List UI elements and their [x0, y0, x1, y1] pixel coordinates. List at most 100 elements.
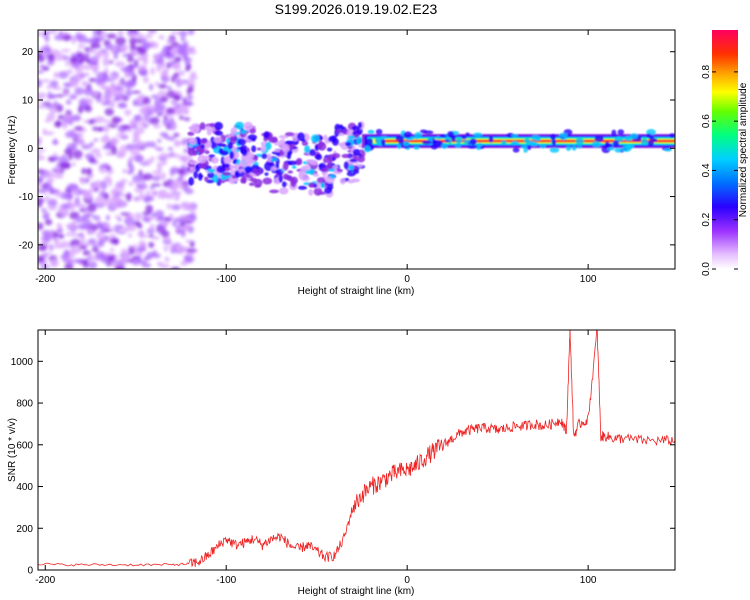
scatter-blob: [244, 166, 252, 174]
echo-blob: [402, 140, 410, 147]
noise-blob: [154, 209, 165, 218]
noise-blob: [133, 212, 143, 221]
echo-blob: [551, 139, 557, 146]
scatter-blob: [263, 131, 270, 139]
noise-blob: [100, 135, 111, 144]
noise-blob: [152, 249, 157, 256]
noise-blob: [151, 212, 157, 217]
scatter-blob: [229, 150, 235, 160]
noise-blob: [173, 132, 180, 138]
noise-blob: [38, 31, 42, 37]
scatter-blob: [251, 137, 256, 142]
noise-blob: [107, 178, 113, 187]
echo-blob: [591, 140, 602, 148]
noise-blob: [87, 189, 96, 193]
noise-blob: [63, 250, 70, 259]
echo-blob: [613, 140, 620, 148]
noise-blob: [88, 56, 99, 65]
noise-blob: [88, 77, 97, 83]
scatter-blob: [313, 187, 323, 196]
noise-blob: [145, 204, 154, 214]
snr-frame: [37, 329, 676, 571]
noise-blob: [162, 159, 167, 166]
noise-blob: [151, 60, 158, 65]
noise-blob: [156, 112, 163, 117]
noise-blob: [85, 192, 93, 200]
noise-region: [38, 30, 198, 269]
x-tick-label: -200: [35, 575, 55, 586]
noise-blob: [157, 195, 168, 199]
noise-blob: [70, 114, 82, 122]
noise-blob: [41, 229, 50, 237]
noise-blob: [81, 80, 89, 87]
noise-blob: [129, 37, 138, 45]
noise-blob: [138, 94, 145, 99]
y-tick-label: 10: [22, 96, 34, 107]
noise-blob: [97, 239, 103, 248]
echo-blob: [530, 134, 541, 141]
noise-blob: [154, 81, 160, 87]
noise-blob: [137, 230, 145, 238]
noise-blob: [171, 75, 176, 83]
noise-blob: [65, 69, 74, 75]
noise-blob: [107, 257, 115, 262]
noise-blob: [163, 245, 169, 252]
echo-blob: [430, 143, 439, 150]
noise-blob: [81, 167, 87, 175]
noise-blob: [49, 244, 54, 252]
colorbar-tick-label: 0.0: [701, 262, 712, 276]
noise-blob: [145, 33, 153, 39]
echo-blob: [607, 146, 615, 151]
noise-blob: [77, 105, 84, 114]
noise-blob: [63, 89, 69, 97]
noise-blob: [76, 33, 87, 43]
noise-blob: [83, 86, 94, 96]
echo-blob: [469, 138, 477, 145]
noise-blob: [148, 241, 155, 249]
scatter-blob: [300, 175, 311, 182]
noise-blob: [38, 175, 44, 184]
noise-blob: [58, 233, 65, 239]
noise-blob: [94, 36, 105, 42]
scatter-blob: [347, 129, 354, 138]
noise-blob: [57, 206, 64, 214]
noise-blob: [160, 95, 169, 103]
noise-blob: [187, 30, 195, 35]
scatter-blob: [204, 176, 209, 182]
noise-blob: [142, 57, 149, 66]
noise-blob: [65, 232, 72, 237]
noise-blob: [126, 80, 135, 86]
echo-blob: [529, 141, 539, 147]
noise-blob: [106, 33, 117, 39]
scatter-blob: [208, 154, 216, 158]
scatter-blob: [287, 170, 294, 174]
noise-blob: [142, 76, 149, 84]
noise-blob: [148, 141, 156, 148]
noise-blob: [96, 30, 103, 36]
echo-blob: [455, 138, 463, 144]
scatter-blob: [310, 134, 320, 143]
noise-blob: [120, 254, 130, 264]
noise-blob: [87, 261, 98, 269]
noise-blob: [137, 140, 145, 147]
scatter-blob: [315, 153, 323, 161]
noise-blob: [171, 154, 182, 158]
noise-blob: [132, 74, 137, 82]
noise-blob: [150, 116, 160, 125]
scatter-blob: [239, 159, 249, 168]
scatter-blob: [230, 127, 238, 136]
scatter-blob: [280, 138, 286, 144]
noise-blob: [150, 183, 162, 187]
scatter-blob: [242, 155, 251, 161]
noise-blob: [66, 191, 73, 201]
scatter-blob: [304, 145, 311, 154]
scatter-blob: [217, 143, 226, 147]
noise-blob: [94, 196, 104, 205]
noise-blob: [176, 230, 183, 234]
noise-blob: [131, 90, 142, 94]
noise-blob: [173, 72, 179, 78]
scatter-blob: [313, 173, 320, 177]
echo-blob: [629, 133, 639, 139]
echo-blob: [377, 136, 385, 140]
scatter-blob: [320, 182, 325, 189]
